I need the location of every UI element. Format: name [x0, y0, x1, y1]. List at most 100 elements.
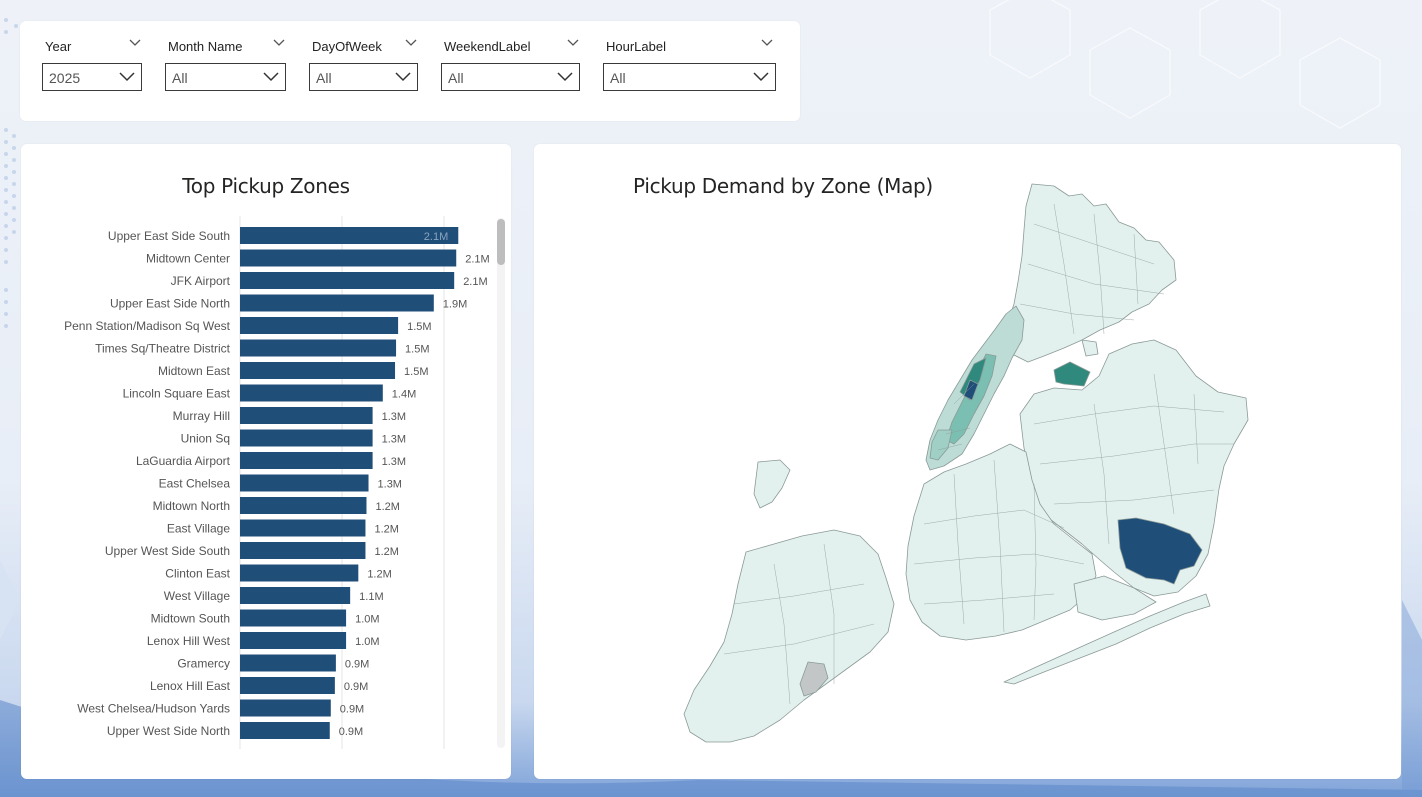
slicer-weekend-dropdown[interactable]: All	[441, 63, 580, 91]
map-region-staten-gray	[799, 661, 829, 697]
chevron-down-icon[interactable]	[566, 37, 580, 47]
slicer-day-title: DayOfWeek	[312, 39, 382, 54]
bar[interactable]	[240, 339, 397, 357]
category-label: Union Sq	[181, 432, 230, 446]
slicer-hour-label[interactable]: HourLabel All	[603, 35, 776, 91]
bar[interactable]	[240, 407, 373, 424]
bar[interactable]	[240, 654, 336, 672]
category-label: LaGuardia Airport	[136, 454, 231, 468]
bar[interactable]	[240, 294, 434, 312]
category-label: West Chelsea/Hudson Yards	[77, 702, 230, 716]
category-label: East Chelsea	[159, 477, 231, 491]
bar[interactable]	[240, 227, 459, 244]
slicer-day-value: All	[316, 70, 332, 86]
category-label: Times Sq/Theatre District	[95, 342, 231, 356]
map-region-small-island	[753, 459, 791, 509]
data-label: 0.9M	[339, 726, 363, 738]
category-label: Lincoln Square East	[123, 387, 231, 401]
chevron-down-icon	[557, 72, 573, 82]
data-label: 1.2M	[367, 569, 391, 581]
category-label: East Village	[167, 522, 230, 536]
data-label: 1.2M	[374, 546, 398, 558]
map-region-rockaways	[1003, 593, 1211, 685]
slicer-weekend-label[interactable]: WeekendLabel All	[441, 35, 580, 91]
data-label: 1.1M	[359, 591, 383, 603]
map-title: Pickup Demand by Zone (Map)	[633, 174, 933, 198]
bar[interactable]	[240, 609, 347, 627]
category-label: Midtown East	[158, 364, 231, 378]
bar[interactable]	[240, 564, 359, 582]
bar[interactable]	[240, 384, 383, 402]
data-label: 1.0M	[355, 614, 379, 626]
chart-scrollbar-thumb[interactable]	[497, 219, 505, 265]
bar[interactable]	[240, 362, 396, 379]
chevron-down-icon	[753, 72, 769, 82]
top-pickup-zones-panel: Top Pickup Zones Upper East Side South 2.…	[21, 144, 511, 779]
bar[interactable]	[240, 452, 373, 469]
pickup-demand-map-panel: Pickup Demand by Zone (Map)	[534, 144, 1401, 779]
data-label: 1.4M	[392, 389, 416, 401]
category-label: Midtown North	[153, 499, 230, 513]
chevron-down-icon[interactable]	[404, 37, 418, 47]
slicer-hour-title: HourLabel	[606, 39, 666, 54]
slicer-month-title: Month Name	[168, 39, 243, 54]
data-label: 2.1M	[424, 231, 448, 243]
bar[interactable]	[240, 542, 366, 559]
map-region-rikers	[1081, 339, 1099, 357]
map-region-manhattan-top	[963, 379, 979, 401]
bar[interactable]	[240, 677, 335, 694]
chevron-down-icon[interactable]	[272, 37, 286, 47]
bar[interactable]	[240, 587, 351, 604]
chevron-down-icon	[263, 72, 279, 82]
slicer-month-dropdown[interactable]: All	[165, 63, 286, 91]
data-label: 1.9M	[443, 299, 467, 311]
slicer-hour-value: All	[610, 70, 626, 86]
nyc-zone-choropleth-map[interactable]	[534, 144, 1401, 779]
slicer-year-title: Year	[45, 39, 72, 54]
category-label: JFK Airport	[171, 274, 231, 288]
data-label: 1.5M	[405, 344, 429, 356]
bar[interactable]	[240, 272, 455, 289]
map-region-jamaica-bay	[1073, 575, 1157, 621]
slicer-hour-dropdown[interactable]: All	[603, 63, 776, 91]
category-label: Upper West Side North	[107, 724, 230, 738]
map-region-queens	[1019, 339, 1249, 597]
category-label: Midtown South	[151, 612, 230, 626]
data-label: 1.2M	[375, 501, 399, 513]
bar[interactable]	[240, 429, 373, 447]
category-label: Penn Station/Madison Sq West	[64, 319, 231, 333]
bar-chart-title: Top Pickup Zones	[182, 174, 350, 198]
slicer-month-name[interactable]: Month Name All	[165, 35, 286, 91]
slicer-year-dropdown[interactable]: 2025	[42, 63, 142, 91]
bar[interactable]	[240, 699, 331, 717]
data-label: 0.9M	[345, 659, 369, 671]
bar[interactable]	[240, 317, 399, 334]
slicer-day-dropdown[interactable]: All	[309, 63, 418, 91]
category-label: Murray Hill	[173, 409, 230, 423]
map-region-jfk-airport	[1117, 517, 1203, 585]
bar[interactable]	[240, 497, 367, 514]
slicer-weekend-title: WeekendLabel	[444, 39, 531, 54]
chevron-down-icon[interactable]	[760, 37, 774, 47]
slicer-day-of-week[interactable]: DayOfWeek All	[309, 35, 418, 91]
chevron-down-icon	[395, 72, 411, 82]
bar[interactable]	[240, 474, 369, 492]
data-label: 0.9M	[340, 704, 364, 716]
slicer-year[interactable]: Year 2025	[42, 35, 142, 91]
chevron-down-icon[interactable]	[128, 37, 142, 47]
bar[interactable]	[240, 722, 330, 739]
map-region-laguardia	[1053, 361, 1091, 387]
bar[interactable]	[240, 519, 366, 537]
data-label: 2.1M	[463, 276, 487, 288]
data-label: 1.3M	[382, 434, 406, 446]
category-label: Gramercy	[177, 657, 230, 671]
category-label: Lenox Hill West	[147, 634, 231, 648]
map-region-manhattan-lower	[929, 429, 953, 461]
bar[interactable]	[240, 249, 457, 267]
data-label: 1.3M	[382, 411, 406, 423]
slicer-bar: Year 2025 Month Name All DayOfWeek All W…	[20, 21, 800, 121]
map-region-staten-island	[683, 529, 895, 743]
data-label: 1.5M	[404, 366, 428, 378]
bar[interactable]	[240, 632, 347, 649]
chart-scrollbar-track	[497, 218, 505, 748]
